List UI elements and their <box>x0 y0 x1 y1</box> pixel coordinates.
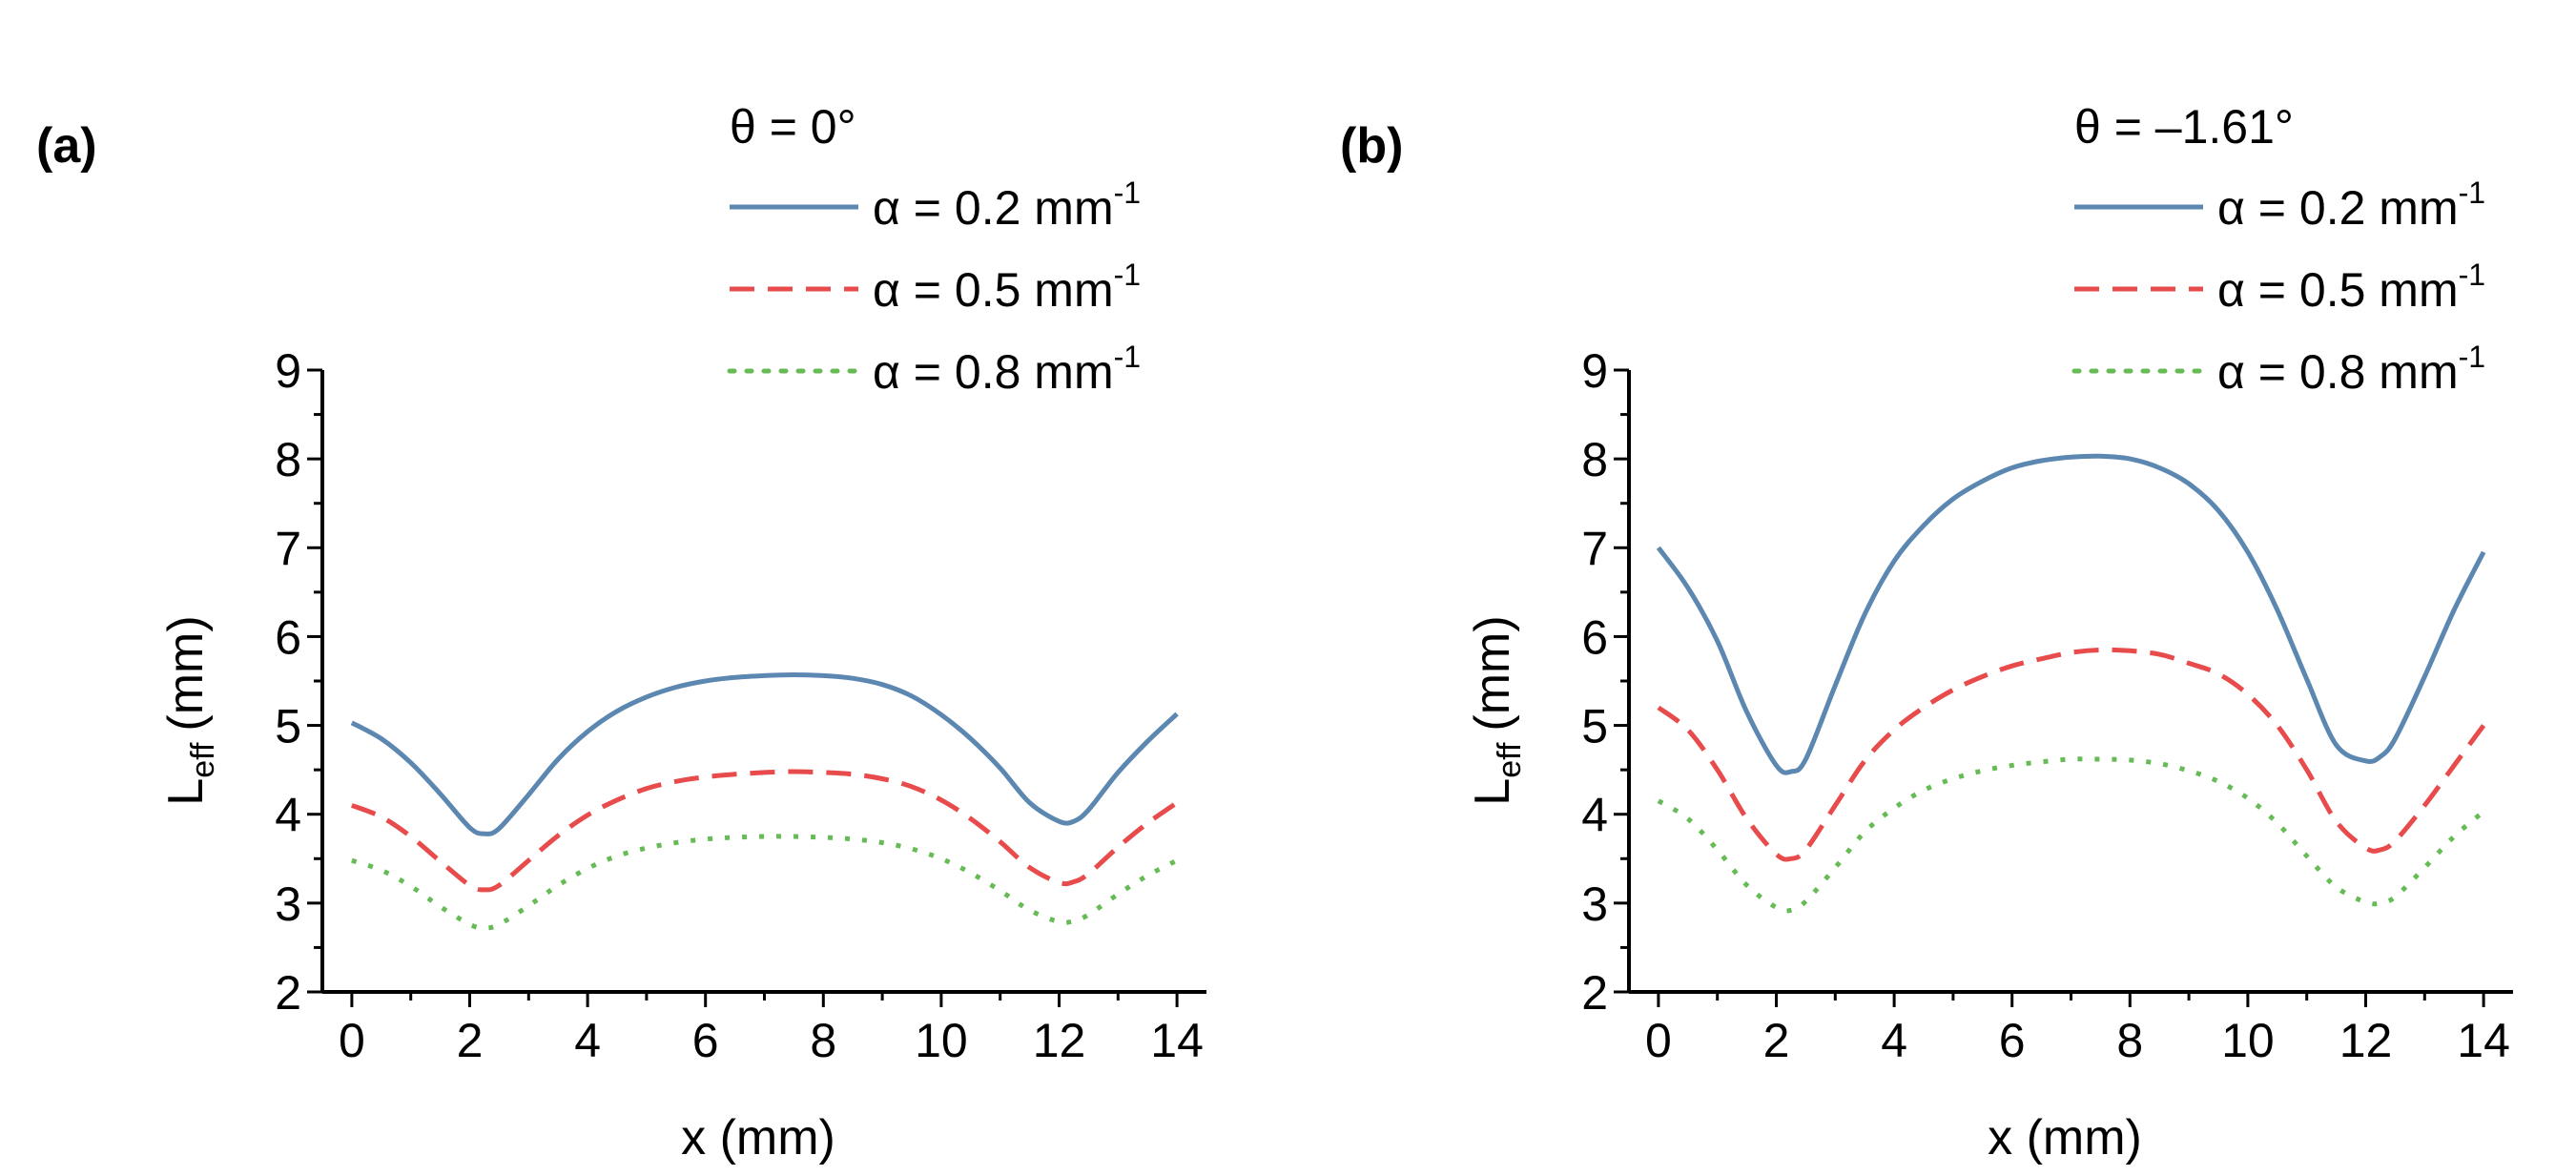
legend-entry-3: α = 0.8 mm-1 <box>727 340 1141 399</box>
panel-b: (b) θ = –1.61° α = 0.2 mm-1 α = 0.5 mm-1… <box>1340 100 2513 1166</box>
x-tick-label: 0 <box>1645 1014 1672 1067</box>
x-tick-label: 12 <box>2339 1014 2393 1067</box>
y-tick-label: 6 <box>275 610 301 664</box>
x-tick-label: 4 <box>574 1014 601 1067</box>
x-tick-label: 6 <box>1999 1014 2026 1067</box>
series-line-1 <box>350 672 1179 836</box>
legend-entry-1: α = 0.2 mm-1 <box>2074 175 2485 235</box>
legend-label: α = 0.8 mm-1 <box>2217 340 2485 399</box>
series-line-2 <box>1657 647 2486 862</box>
panel-label: (a) <box>36 118 97 174</box>
legend-entry-1: α = 0.2 mm-1 <box>730 175 1141 235</box>
x-tick-label: 12 <box>1033 1014 1086 1067</box>
x-tick-label: 8 <box>810 1014 836 1067</box>
x-axis-title: x (mm) <box>681 1110 835 1166</box>
theta-label: θ = –1.61° <box>2074 100 2294 154</box>
y-tick-label: 4 <box>275 789 301 842</box>
x-axis-title: x (mm) <box>1988 1110 2142 1166</box>
x-tick-label: 10 <box>915 1014 968 1067</box>
x-tick-label: 6 <box>692 1014 719 1067</box>
series-line-2 <box>350 769 1179 893</box>
legend-label: α = 0.8 mm-1 <box>873 340 1141 399</box>
y-tick-label: 9 <box>1581 344 1608 398</box>
y-tick-label: 2 <box>275 966 301 1020</box>
y-axis-title: Leff(mm) <box>158 615 221 805</box>
y-tick-label: 7 <box>275 522 301 575</box>
series-line-3 <box>1657 756 2485 914</box>
legend-label: α = 0.2 mm-1 <box>2217 175 2485 235</box>
y-tick-label: 6 <box>1581 610 1608 664</box>
y-tick-label: 7 <box>1581 522 1608 575</box>
plot-area <box>1656 453 2486 914</box>
legend-entry-3: α = 0.8 mm-1 <box>2071 340 2485 399</box>
y-tick-label: 2 <box>1581 966 1608 1020</box>
x-tick-label: 2 <box>1763 1014 1790 1067</box>
panel-label: (b) <box>1340 118 1403 174</box>
legend-label: α = 0.2 mm-1 <box>873 175 1141 235</box>
legend: α = 0.2 mm-1 α = 0.5 mm-1 α = 0.8 mm-1 <box>727 175 1141 399</box>
x-tick-label: 14 <box>1150 1014 1204 1067</box>
y-tick-label: 3 <box>1581 877 1608 931</box>
y-tick-label: 3 <box>275 877 301 931</box>
x-tick-label: 10 <box>2221 1014 2275 1067</box>
legend: α = 0.2 mm-1 α = 0.5 mm-1 α = 0.8 mm-1 <box>2071 175 2485 399</box>
x-tick-label: 0 <box>339 1014 365 1067</box>
legend-entry-2: α = 0.5 mm-1 <box>730 258 1141 317</box>
y-tick-label: 5 <box>1581 700 1608 753</box>
y-tick-label: 9 <box>275 344 301 398</box>
y-tick-label: 8 <box>1581 433 1608 486</box>
theta-label: θ = 0° <box>730 100 856 154</box>
series-line-1 <box>1656 453 2486 775</box>
x-tick-label: 4 <box>1881 1014 1907 1067</box>
panel-a: (a) θ = 0° α = 0.2 mm-1 α = 0.5 mm-1 α =… <box>36 100 1206 1166</box>
legend-entry-2: α = 0.5 mm-1 <box>2074 258 2485 317</box>
y-tick-label: 8 <box>275 433 301 486</box>
x-tick-label: 14 <box>2457 1014 2510 1067</box>
x-tick-label: 2 <box>457 1014 484 1067</box>
plot-area <box>350 672 1179 931</box>
series-line-3 <box>351 834 1179 931</box>
x-tick-label: 8 <box>2116 1014 2143 1067</box>
y-tick-label: 5 <box>275 700 301 753</box>
legend-label: α = 0.5 mm-1 <box>2217 258 2485 317</box>
y-tick-label: 4 <box>1581 789 1608 842</box>
legend-label: α = 0.5 mm-1 <box>873 258 1141 317</box>
y-axis-title: Leff(mm) <box>1465 615 1528 805</box>
